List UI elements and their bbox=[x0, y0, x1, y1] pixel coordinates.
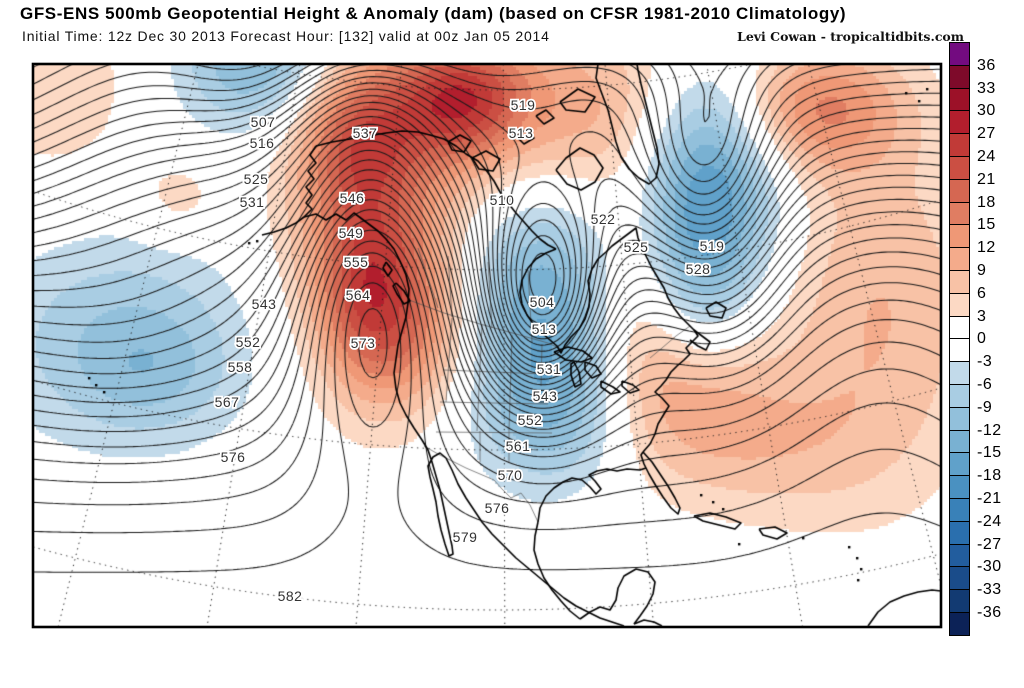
colorbar-cell bbox=[949, 611, 970, 636]
init-valid-subtitle: Initial Time: 12z Dec 30 2013 Forecast H… bbox=[22, 28, 550, 44]
colorbar-tick-label: 15 bbox=[977, 216, 996, 234]
colorbar-tick-label: 9 bbox=[977, 262, 987, 279]
colorbar-cell bbox=[949, 383, 970, 408]
colorbar-cell bbox=[949, 110, 970, 135]
colorbar-cell bbox=[949, 452, 970, 477]
credit-text: Levi Cowan - tropicaltidbits.com bbox=[737, 29, 964, 44]
colorbar-tick-label: -18 bbox=[977, 467, 1002, 485]
colorbar-cell bbox=[949, 269, 970, 294]
colorbar-tick-label: 33 bbox=[977, 79, 996, 97]
colorbar-tick-label: 0 bbox=[977, 330, 987, 348]
colorbar-tick-label: 3 bbox=[977, 307, 987, 325]
colorbar-tick-label: -30 bbox=[977, 558, 1002, 576]
colorbar-tick-label: -36 bbox=[977, 604, 1002, 621]
colorbar-tick-label: 6 bbox=[977, 284, 987, 302]
colorbar-tick-label: -27 bbox=[977, 535, 1002, 553]
colorbar-tick-label: 21 bbox=[977, 170, 996, 188]
colorbar-cell bbox=[949, 566, 970, 591]
colorbar-cell bbox=[949, 520, 970, 545]
colorbar-cell bbox=[949, 224, 970, 249]
colorbar-tick-label: 12 bbox=[977, 239, 996, 257]
colorbar-cell bbox=[949, 543, 970, 568]
colorbar-tick-label: 24 bbox=[977, 148, 996, 165]
colorbar-cell bbox=[949, 201, 970, 226]
colorbar-tick-label: -3 bbox=[977, 353, 993, 371]
colorbar-cell bbox=[949, 42, 970, 66]
page-title: GFS-ENS 500mb Geopotential Height & Anom… bbox=[20, 4, 847, 23]
colorbar-cell bbox=[949, 361, 970, 385]
colorbar-tick-label: -12 bbox=[977, 421, 1002, 439]
colorbar-tick-label: 27 bbox=[977, 125, 996, 143]
colorbar-tick-label: -9 bbox=[977, 398, 993, 416]
colorbar-tick-label: -24 bbox=[977, 512, 1002, 530]
colorbar-cell bbox=[949, 589, 970, 613]
colorbar-tick-label: -21 bbox=[977, 490, 1002, 507]
colorbar-cell bbox=[949, 64, 970, 89]
colorbar-tick-label: 18 bbox=[977, 193, 996, 211]
colorbar-cell bbox=[949, 247, 970, 271]
colorbar-tick-label: 30 bbox=[977, 102, 996, 120]
colorbar-cell bbox=[949, 155, 970, 180]
colorbar-cell bbox=[949, 87, 970, 112]
colorbar-cell bbox=[949, 497, 970, 522]
anomaly-colorbar bbox=[949, 42, 970, 636]
colorbar-tick-label: -33 bbox=[977, 581, 1002, 599]
colorbar-cell bbox=[949, 338, 970, 363]
map-canvas bbox=[33, 64, 941, 627]
colorbar-tick-label: 36 bbox=[977, 56, 996, 74]
colorbar-tick-label: -6 bbox=[977, 376, 993, 393]
colorbar-cell bbox=[949, 315, 970, 340]
colorbar-cell bbox=[949, 178, 970, 203]
colorbar-cell bbox=[949, 292, 970, 317]
colorbar-cell bbox=[949, 133, 970, 157]
colorbar-cell bbox=[949, 406, 970, 431]
colorbar-tick-label: -15 bbox=[977, 444, 1002, 462]
colorbar-cell bbox=[949, 475, 970, 499]
colorbar-cell bbox=[949, 429, 970, 454]
